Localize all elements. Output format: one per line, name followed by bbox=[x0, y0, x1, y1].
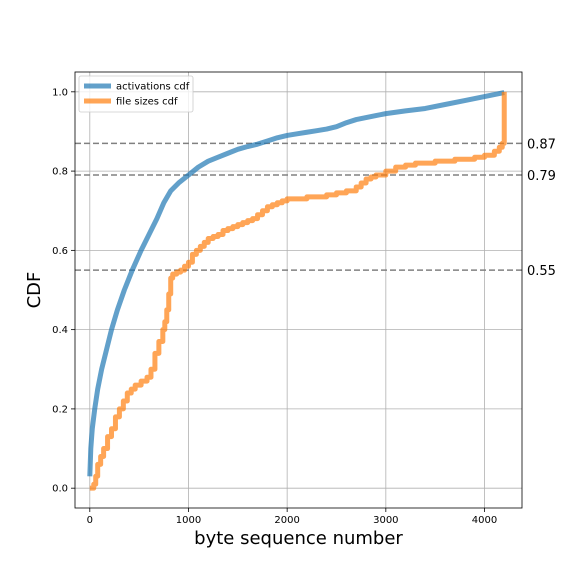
reference-line-label: 0.79 bbox=[527, 169, 556, 184]
axis-ticks: 0 1000 2000 3000 4000 0.0 0.2 0.4 0.6 0.8 1.0 bbox=[52, 87, 497, 526]
y-tick-label: 0.0 bbox=[52, 484, 68, 495]
x-tick-label: 3000 bbox=[373, 515, 398, 526]
x-tick-label: 4000 bbox=[472, 515, 497, 526]
x-axis-label: byte sequence number bbox=[194, 528, 403, 549]
y-tick-label: 1.0 bbox=[52, 87, 68, 98]
x-tick-label: 0 bbox=[87, 515, 93, 526]
reference-lines: 0.87 0.79 0.55 bbox=[75, 137, 556, 279]
legend-label: activations cdf bbox=[116, 82, 190, 93]
series-line bbox=[89, 91, 507, 491]
series-line bbox=[87, 90, 505, 477]
y-axis-label: CDF bbox=[24, 272, 45, 309]
reference-line-label: 0.55 bbox=[527, 264, 556, 279]
y-tick-label: 0.2 bbox=[52, 404, 68, 415]
x-tick-label: 2000 bbox=[274, 515, 299, 526]
reference-line-label: 0.87 bbox=[527, 137, 556, 152]
y-tick-label: 0.8 bbox=[52, 167, 68, 178]
grid-lines bbox=[75, 72, 522, 508]
legend-label: file sizes cdf bbox=[116, 97, 178, 108]
y-tick-label: 0.6 bbox=[52, 246, 68, 257]
plot-area-frame bbox=[74, 71, 523, 509]
y-tick-label: 0.4 bbox=[52, 325, 68, 336]
data-series bbox=[87, 90, 507, 491]
legend: activations cdf file sizes cdf bbox=[78, 75, 194, 113]
x-tick-label: 1000 bbox=[176, 515, 201, 526]
